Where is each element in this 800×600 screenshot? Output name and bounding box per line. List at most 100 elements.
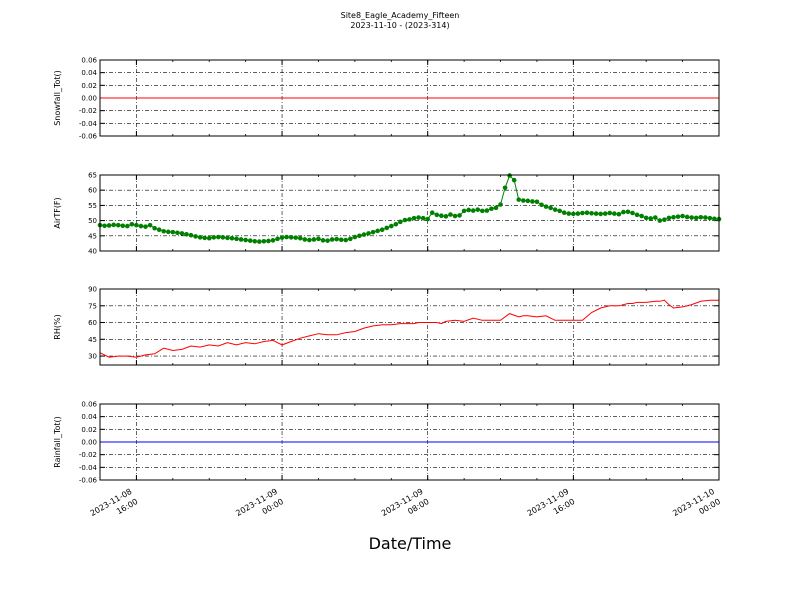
data-point [448, 212, 453, 217]
data-point [543, 204, 549, 209]
data-point [202, 235, 207, 241]
data-point [480, 208, 485, 214]
data-point [352, 234, 358, 240]
data-point [489, 206, 494, 212]
data-point [461, 208, 467, 214]
y-tick-label: 90 [88, 286, 97, 294]
data-point [457, 213, 462, 218]
data-point [152, 225, 157, 231]
data-point [402, 217, 408, 223]
data-point [247, 238, 253, 243]
data-point [175, 230, 180, 236]
data-point [361, 232, 367, 237]
data-point [334, 236, 339, 242]
data-point [302, 237, 308, 242]
data-point [684, 214, 690, 220]
panel-3: 90 75 60 45 30 RH(%) [53, 286, 720, 366]
data-point [293, 235, 299, 240]
data-point [530, 199, 535, 204]
data-point [707, 215, 713, 221]
data-point [689, 215, 694, 220]
axes-frame [99, 174, 720, 252]
data-point [516, 197, 522, 202]
axes-frame [99, 403, 720, 481]
data-point [443, 214, 449, 219]
data-point [393, 221, 399, 227]
data-point [593, 211, 599, 216]
data-point [566, 211, 572, 216]
y-tick-label: 50 [88, 217, 97, 225]
data-point [156, 227, 162, 233]
data-point [607, 210, 613, 216]
data-point [206, 235, 212, 241]
data-point [666, 215, 672, 221]
data-point [621, 209, 626, 215]
data-point [416, 215, 421, 220]
data-point [498, 202, 503, 207]
data-point [138, 223, 144, 229]
chart-title: Site8_Eagle_Academy_Fifteen [340, 11, 460, 20]
data-point [384, 225, 390, 231]
data-point [229, 235, 235, 241]
data-point [434, 212, 440, 218]
data-point [420, 215, 426, 221]
data-point [580, 210, 585, 216]
y-tick-label: 0.04 [81, 69, 97, 77]
axes-frame [99, 288, 720, 366]
data-point [539, 202, 544, 208]
data-point [370, 229, 376, 235]
data-point [357, 233, 362, 239]
data-point [257, 239, 262, 244]
y-axis-label: Snowfall_Tot() [53, 70, 62, 126]
data-point [275, 236, 280, 242]
data-point [525, 198, 531, 204]
data-point [648, 216, 654, 221]
data-point [220, 235, 226, 240]
panel-4: 0.06 0.04 0.02 0.00 -0.02 -0.04 -0.06 Rainfall_… [53, 401, 720, 485]
y-axis-label: Rainfall_Tot() [53, 416, 62, 468]
data-point [297, 235, 303, 241]
data-point [398, 219, 403, 225]
data-point [193, 234, 198, 239]
data-point [161, 228, 167, 234]
data-point [325, 238, 330, 243]
data-point [493, 205, 499, 211]
data-point [662, 217, 667, 222]
data-point [712, 216, 717, 222]
data-point [147, 222, 153, 228]
data-point [134, 222, 139, 228]
data-point [575, 211, 581, 216]
data-point [238, 237, 244, 242]
data-point [366, 231, 371, 236]
y-tick-label: 40 [88, 248, 97, 256]
data-point [602, 211, 608, 216]
series-line [99, 299, 719, 358]
data-point [311, 237, 317, 242]
data-point [639, 213, 644, 219]
data-point [452, 213, 458, 219]
data-point [552, 207, 558, 212]
y-tick-label: -0.04 [79, 120, 98, 128]
y-tick-label: 30 [88, 353, 97, 361]
axes-frame [99, 59, 720, 137]
data-point [225, 235, 230, 241]
data-point [703, 215, 708, 220]
data-point [284, 234, 289, 240]
data-point [106, 223, 112, 228]
data-point [320, 238, 326, 243]
y-axis-label: AirTF(F) [53, 197, 62, 228]
data-point [598, 211, 603, 217]
y-tick-label: -0.02 [79, 107, 97, 115]
data-point [129, 221, 135, 227]
data-point [329, 237, 335, 242]
data-point [425, 216, 431, 222]
y-tick-label: 75 [88, 302, 97, 310]
y-tick-label: 0.02 [81, 426, 97, 434]
data-point [411, 215, 417, 221]
data-point [261, 238, 267, 244]
data-point [680, 213, 685, 219]
data-point [375, 228, 380, 234]
data-point [612, 211, 617, 216]
data-point [643, 215, 649, 221]
data-point [502, 185, 508, 191]
